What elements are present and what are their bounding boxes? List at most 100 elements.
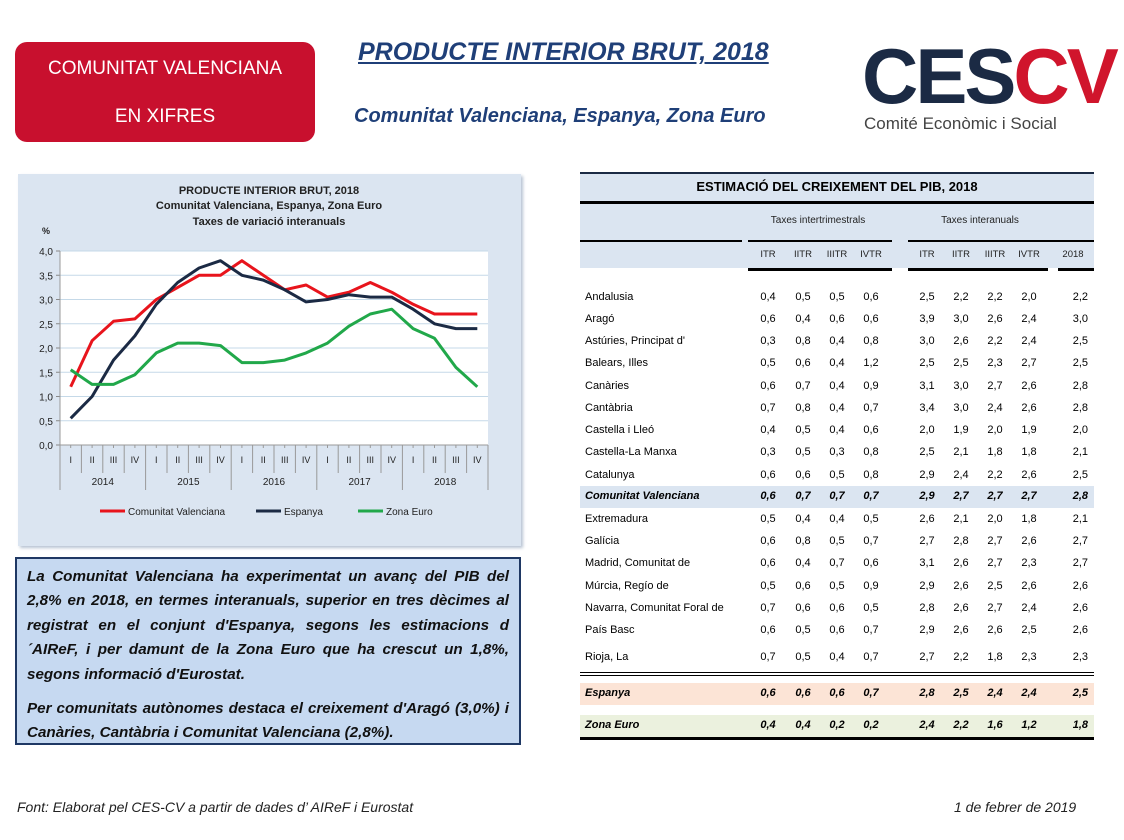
cell-value: 0,6 — [795, 580, 811, 592]
cell-value: 2,6 — [953, 335, 969, 347]
double-rule-bottom — [580, 675, 1094, 676]
table-row: Madrid, Comunitat de 0,6 0,4 0,7 0,6 3,1 2,6 2,… — [580, 553, 1094, 575]
cell-value: 2,8 — [1072, 380, 1088, 392]
column-header: IVTR — [1018, 249, 1040, 260]
cell-value: 0,5 — [863, 513, 879, 525]
cell-value: 2,6 — [987, 313, 1003, 325]
row-label: País Basc — [585, 624, 635, 636]
colhead-rule — [908, 268, 1048, 271]
cell-value: 0,6 — [760, 557, 776, 569]
cell-value: 2,6 — [1021, 402, 1037, 414]
y-tick-label: 0,0 — [39, 441, 53, 452]
table-row: Zona Euro 0,4 0,4 0,2 0,2 2,4 2,2 1,6 1,2 1,8 — [580, 715, 1094, 737]
cell-value: 0,5 — [795, 624, 811, 636]
cell-value: 2,4 — [953, 469, 969, 481]
cell-value: 3,1 — [919, 380, 935, 392]
cell-value: 0,7 — [863, 624, 879, 636]
source-note: Font: Elaborat pel CES-CV a partir de da… — [17, 799, 414, 815]
cell-value: 2,5 — [953, 687, 969, 699]
cell-value: 2,7 — [953, 490, 969, 502]
cell-value: 2,6 — [1072, 580, 1088, 592]
cell-value: 0,9 — [863, 380, 879, 392]
cell-value: 0,4 — [795, 719, 811, 731]
row-label: Astúries, Principat d' — [585, 335, 685, 347]
cell-value: 2,0 — [987, 424, 1003, 436]
cell-value: 0,8 — [863, 446, 879, 458]
x-tick-label: III — [452, 455, 460, 465]
cell-value: 3,0 — [1072, 313, 1088, 325]
x-tick-label: IV — [131, 455, 140, 465]
cell-value: 2,5 — [987, 580, 1003, 592]
cell-value: 2,9 — [919, 624, 935, 636]
column-header: IITR — [794, 249, 812, 260]
column-header: IVTR — [860, 249, 882, 260]
cell-value: 0,7 — [863, 687, 879, 699]
cell-value: 0,3 — [829, 446, 845, 458]
cell-value: 0,6 — [795, 687, 811, 699]
x-tick-label: I — [326, 455, 329, 465]
cell-value: 1,6 — [987, 719, 1003, 731]
cell-value: 0,5 — [829, 291, 845, 303]
cell-value: 1,2 — [1021, 719, 1037, 731]
cell-value: 2,5 — [919, 357, 935, 369]
cell-value: 2,0 — [1072, 424, 1088, 436]
publication-date: 1 de febrer de 2019 — [954, 799, 1077, 815]
cell-value: 2,7 — [1072, 535, 1088, 547]
cell-value: 0,4 — [795, 313, 811, 325]
cell-value: 3,9 — [919, 313, 935, 325]
cell-value: 0,6 — [760, 313, 776, 325]
cell-value: 2,7 — [1072, 557, 1088, 569]
page-title: PRODUCTE INTERIOR BRUT, 2018 — [358, 38, 769, 66]
x-tick-label: II — [90, 455, 95, 465]
row-label: Aragó — [585, 313, 615, 325]
cell-value: 2,6 — [987, 624, 1003, 636]
table-row: Castella-La Manxa 0,3 0,5 0,3 0,8 2,5 2,1 1,8 1,… — [580, 442, 1094, 464]
cell-value: 1,8 — [1072, 719, 1088, 731]
cell-value: 2,2 — [953, 651, 969, 663]
cell-value: 0,7 — [795, 490, 811, 502]
cell-value: 2,8 — [1072, 490, 1088, 502]
row-label: Comunitat Valenciana — [585, 490, 700, 502]
cell-value: 1,8 — [1021, 513, 1037, 525]
cell-value: 0,5 — [795, 446, 811, 458]
cell-value: 2,6 — [1072, 624, 1088, 636]
cell-value: 0,6 — [863, 313, 879, 325]
cell-value: 2,3 — [987, 357, 1003, 369]
cell-value: 0,7 — [760, 651, 776, 663]
cell-value: 0,7 — [829, 557, 845, 569]
cell-value: 0,8 — [795, 402, 811, 414]
column-header: 2018 — [1062, 249, 1084, 260]
cell-value: 0,8 — [863, 469, 879, 481]
badge-line-2: EN XIFRES — [114, 106, 216, 127]
cell-value: 0,6 — [795, 469, 811, 481]
x-tick-label: IV — [387, 455, 396, 465]
table-row: Cantàbria 0,7 0,8 0,4 0,7 3,4 3,0 2,4 2,6 2,8 — [580, 398, 1094, 420]
gdp-chart: PRODUCTE INTERIOR BRUT, 2018 Comunitat Va… — [18, 174, 521, 546]
colhead-rule — [1058, 268, 1094, 271]
cell-value: 0,5 — [795, 291, 811, 303]
x-tick-label: I — [241, 455, 244, 465]
region-badge: COMUNITAT VALENCIANA EN XIFRES — [15, 42, 315, 142]
double-rule-top — [580, 672, 1094, 673]
cell-value: 2,6 — [953, 557, 969, 569]
cell-value: 2,5 — [1072, 469, 1088, 481]
series-line-espanya — [69, 259, 478, 420]
table-row: Extremadura 0,5 0,4 0,4 0,5 2,6 2,1 2,0 1,8 2,1 — [580, 509, 1094, 531]
series-line-comunitat-valenciana — [69, 259, 478, 388]
cell-value: 2,7 — [987, 380, 1003, 392]
table-row: Castella i Lleó 0,4 0,5 0,4 0,6 2,0 1,9 2,0 1,9 2… — [580, 420, 1094, 442]
cell-value: 2,9 — [919, 469, 935, 481]
logo-tagline: Comité Econòmic i Social — [864, 114, 1057, 133]
cell-value: 3,0 — [953, 380, 969, 392]
cell-value: 2,2 — [1072, 291, 1088, 303]
y-tick-label: 4,0 — [39, 247, 53, 258]
cell-value: 0,4 — [829, 402, 845, 414]
row-label: Extremadura — [585, 513, 648, 525]
cell-value: 0,6 — [760, 535, 776, 547]
cell-value: 2,1 — [953, 513, 969, 525]
cell-value: 2,9 — [919, 580, 935, 592]
table-row: Canàries 0,6 0,7 0,4 0,9 3,1 3,0 2,7 2,6 2,8 — [580, 376, 1094, 398]
cell-value: 0,6 — [829, 313, 845, 325]
x-tick-label: I — [155, 455, 158, 465]
logo-cv: CV — [1013, 32, 1118, 120]
